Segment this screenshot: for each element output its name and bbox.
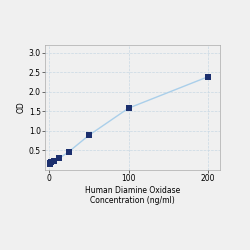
X-axis label: Human Diamine Oxidase
Concentration (ng/ml): Human Diamine Oxidase Concentration (ng/… (85, 186, 180, 205)
Point (67, 150, 71, 154)
Point (57, 156, 61, 160)
Point (126, 106, 130, 110)
Y-axis label: OD: OD (17, 102, 26, 114)
Point (50, 160, 54, 164)
Point (48, 162, 52, 166)
Point (206, 75, 210, 79)
Point (87, 134, 91, 138)
Point (52, 159, 56, 163)
Point (48, 161, 52, 165)
